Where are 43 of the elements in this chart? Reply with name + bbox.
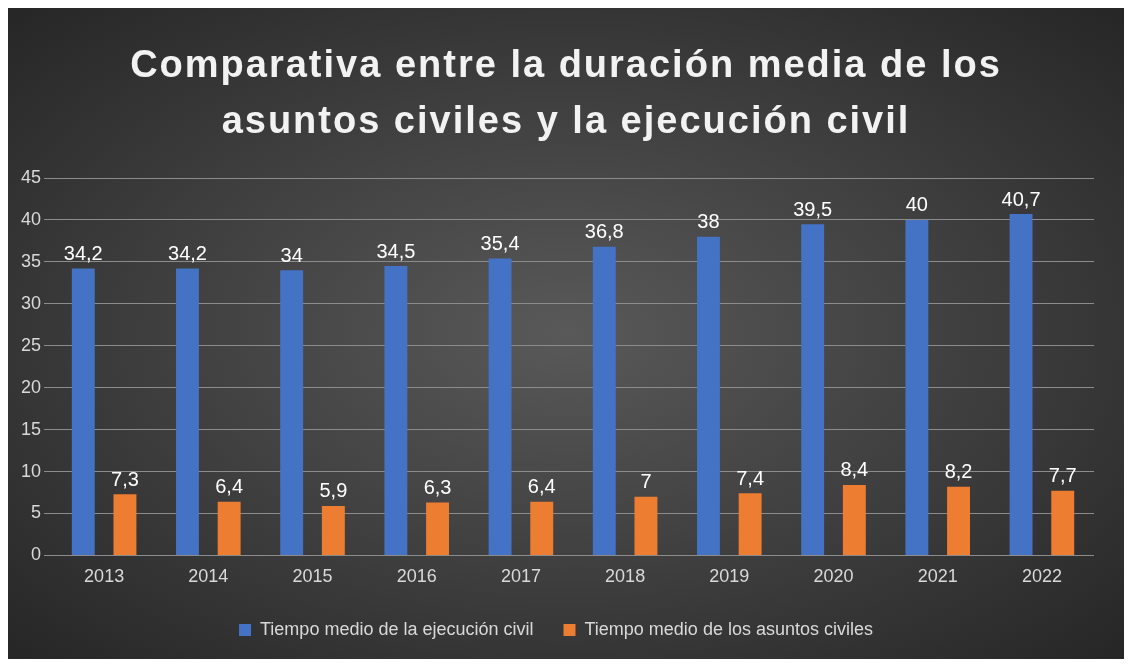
y-tick-label: 10 xyxy=(20,460,42,481)
y-tick-label: 40 xyxy=(20,208,42,229)
y-tick-label: 0 xyxy=(31,544,42,565)
data-label: 5,9 xyxy=(319,479,348,502)
x-tick-label: 2013 xyxy=(84,566,125,587)
x-tick-label: 2021 xyxy=(917,566,958,587)
data-label: 34,5 xyxy=(376,239,416,262)
x-tick-label: 2020 xyxy=(813,566,854,587)
data-label: 34,2 xyxy=(63,242,103,265)
data-label: 6,4 xyxy=(215,475,244,498)
x-tick-label: 2022 xyxy=(1021,566,1062,587)
data-label: 7 xyxy=(640,470,652,493)
y-tick-label: 25 xyxy=(20,334,42,355)
data-label: 34 xyxy=(280,243,303,266)
legend-label: Tiempo medio de la ejecución civil xyxy=(260,618,534,639)
x-tick-label: 2015 xyxy=(292,566,333,587)
data-label: 7,4 xyxy=(736,466,765,489)
data-label: 7,7 xyxy=(1048,464,1077,487)
y-tick-label: 15 xyxy=(20,418,42,439)
y-tick-label: 35 xyxy=(20,250,42,271)
data-label: 40 xyxy=(905,193,928,216)
data-label: 8,2 xyxy=(944,460,973,483)
data-label: 7,3 xyxy=(111,467,139,490)
legend-label: Tiempo medio de los asuntos civiles xyxy=(584,618,873,639)
x-tick-label: 2014 xyxy=(188,566,229,587)
data-label: 36,8 xyxy=(584,220,624,243)
data-label: 6,3 xyxy=(423,476,452,499)
data-label: 40,7 xyxy=(1001,187,1041,210)
data-label: 39,5 xyxy=(793,197,833,220)
x-tick-label: 2017 xyxy=(500,566,541,587)
data-label: 38 xyxy=(697,210,720,233)
y-tick-label: 30 xyxy=(20,292,42,313)
y-tick-label: 5 xyxy=(31,502,42,523)
y-tick-label: 20 xyxy=(20,376,42,397)
x-tick-label: 2019 xyxy=(709,566,750,587)
x-tick-label: 2018 xyxy=(605,566,646,587)
x-tick-label: 2016 xyxy=(396,566,437,587)
chart-title: Comparativa entre la duración media de los asuntos civiles y la ejecución civil xyxy=(129,42,1003,143)
data-label: 34,2 xyxy=(168,242,207,265)
data-label: 6,4 xyxy=(527,475,556,498)
data-label: 35,4 xyxy=(480,232,520,255)
data-label: 8,4 xyxy=(840,458,869,481)
y-tick-label: 45 xyxy=(20,166,42,187)
